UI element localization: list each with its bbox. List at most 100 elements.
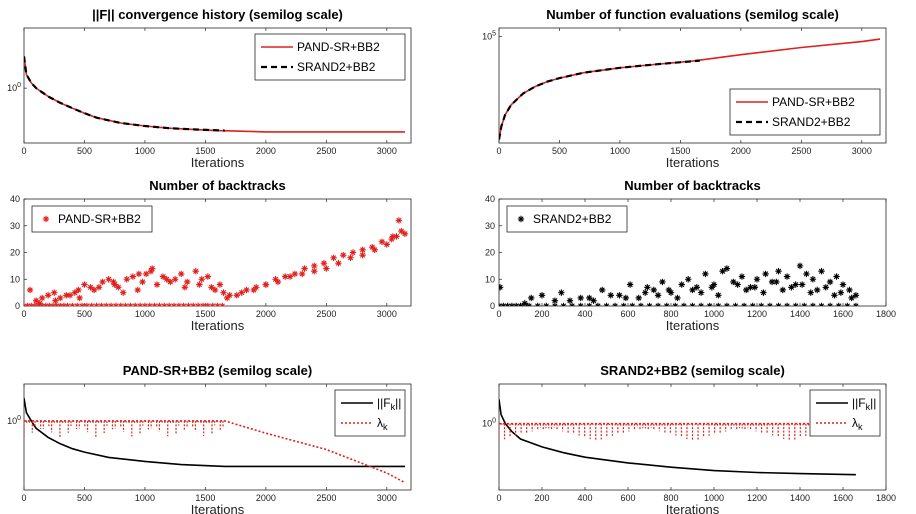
scatter-point	[253, 284, 260, 291]
scatter-point	[90, 286, 98, 294]
scatter-point	[566, 297, 574, 304]
x-tick-label: 500	[77, 309, 92, 319]
scatter-point	[81, 281, 88, 288]
scatter-point	[788, 284, 795, 291]
scatter-point	[616, 292, 623, 299]
scatter-point	[719, 268, 726, 275]
x-tick-label: 2500	[791, 146, 811, 156]
x-tick-label: 600	[620, 309, 635, 319]
scatter-point	[192, 268, 199, 275]
scatter-point	[395, 217, 403, 224]
scatter-point	[323, 265, 330, 272]
x-tick-label: 200	[534, 493, 549, 503]
x-tick-label: 200	[534, 309, 549, 319]
scatter-point	[153, 281, 161, 288]
scatter-point	[747, 284, 754, 291]
x-tick-label: 400	[577, 493, 592, 503]
scatter-point	[822, 284, 829, 291]
scatter-point	[734, 281, 741, 288]
scatter-point	[139, 278, 146, 286]
scatter-point	[36, 300, 43, 306]
scatter-point	[105, 276, 112, 283]
x-axis-label: Iterations	[666, 318, 720, 333]
x-tick-label: 3000	[377, 146, 397, 156]
scatter-point	[291, 270, 299, 278]
legend-box	[809, 389, 881, 437]
legend-label: SRAND2+BB2	[297, 60, 376, 74]
scatter-point	[388, 235, 395, 243]
legend-label: PAND-SR+BB2	[772, 95, 855, 109]
series-line-1	[24, 56, 225, 132]
scatter-point	[123, 276, 130, 283]
y-tick-label: 30	[485, 221, 495, 231]
scatter-point	[198, 276, 205, 283]
scatter-point	[693, 284, 700, 291]
x-axis-label: Iterations	[666, 502, 720, 514]
data-layer	[24, 56, 405, 133]
scatter-point	[837, 289, 845, 296]
scatter-point	[371, 246, 378, 254]
scatter-point	[223, 294, 231, 302]
scatter-point	[99, 278, 106, 286]
data-layer	[24, 398, 406, 484]
series-line-0	[499, 399, 856, 476]
panel-p3: Number of backtracks Iterations 0 500 1000 15…	[10, 178, 412, 333]
scatter-point	[311, 268, 318, 275]
scatter-point	[779, 286, 786, 294]
x-tick-label: 800	[663, 493, 678, 503]
scatter-point	[233, 292, 241, 299]
x-tick-label: 2000	[256, 146, 276, 156]
scatter-point	[243, 286, 250, 294]
scatter-point	[272, 276, 279, 283]
scatter-point	[178, 270, 185, 278]
scatter-point	[181, 284, 189, 291]
scatter-point	[320, 260, 328, 267]
scatter-point	[66, 292, 74, 299]
y-tick-label: 10	[10, 274, 20, 284]
x-tick-label: 0	[496, 309, 501, 319]
scatter-point	[558, 289, 565, 296]
scatter-point	[551, 297, 559, 304]
scatter-point	[32, 297, 40, 304]
scatter-point	[753, 276, 761, 283]
scatter-point	[730, 278, 737, 286]
x-tick-label: 1800	[876, 493, 896, 503]
x-tick-label: 500	[552, 146, 567, 156]
x-tick-label: 1500	[195, 493, 215, 503]
scatter-point	[330, 254, 337, 262]
scatter-point	[76, 294, 83, 302]
x-tick-label: 1000	[135, 146, 155, 156]
legend-label: λk	[377, 416, 388, 432]
x-tick-label: 1500	[195, 146, 215, 156]
scatter-point	[75, 286, 82, 294]
x-tick-label: 1500	[195, 309, 215, 319]
scatter-point	[38, 294, 46, 302]
scatter-point	[286, 273, 294, 280]
x-tick-label: 1000	[135, 309, 155, 319]
panel-p5: PAND-SR+BB2 (semilog scale) Iterations 0 50…	[7, 363, 412, 514]
scatter-point	[702, 270, 709, 278]
scatter-point	[667, 289, 675, 296]
scatter-point	[298, 270, 306, 278]
x-tick-label: 1400	[790, 309, 810, 319]
legend-box	[506, 205, 628, 233]
scatter-point	[393, 233, 400, 240]
scatter-point	[184, 278, 191, 286]
scatter-point	[674, 294, 681, 302]
data-layer	[499, 399, 857, 476]
legend: SRAND2+BB2	[506, 205, 628, 233]
scatter-point	[383, 241, 391, 248]
scatter-point	[335, 260, 342, 267]
scatter-point	[147, 268, 155, 275]
scatter-point	[803, 270, 810, 278]
scatter-point	[644, 284, 651, 291]
x-tick-label: 1400	[790, 493, 810, 503]
series-line-1	[499, 59, 700, 140]
series-line-0	[24, 398, 405, 468]
x-tick-label: 1800	[876, 309, 896, 319]
y-tick-label: 100	[7, 82, 21, 93]
scatter-point	[311, 262, 318, 270]
x-tick-label: 1600	[833, 493, 853, 503]
chart-title: ||F|| convergence history (semilog scale…	[92, 7, 343, 22]
